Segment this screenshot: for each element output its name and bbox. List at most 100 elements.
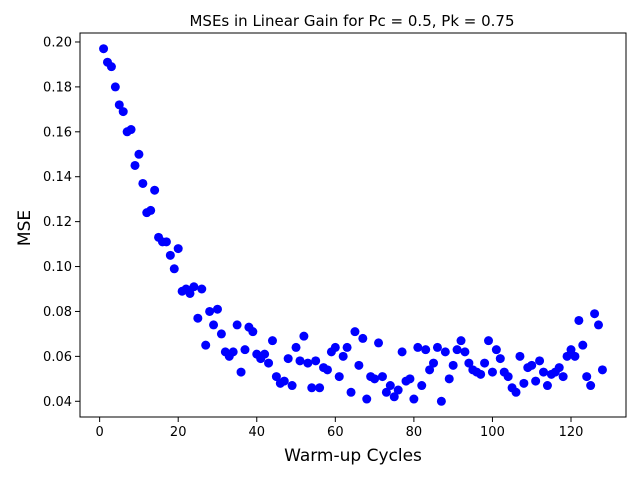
data-point — [385, 381, 395, 391]
data-point — [291, 342, 301, 352]
data-point — [271, 372, 281, 382]
data-point — [197, 284, 207, 294]
data-point — [295, 356, 305, 366]
data-point — [460, 347, 470, 357]
data-point — [597, 365, 607, 375]
data-point — [381, 387, 391, 397]
data-point — [377, 372, 387, 382]
data-point — [216, 329, 226, 339]
data-point — [570, 351, 580, 361]
data-point — [586, 381, 596, 391]
data-point — [264, 358, 274, 368]
data-point — [212, 304, 222, 314]
data-point — [334, 372, 344, 382]
data-point — [110, 82, 120, 92]
data-point — [558, 372, 568, 382]
y-tick-label: 0.12 — [43, 215, 72, 230]
data-point — [535, 356, 545, 366]
data-point — [527, 360, 537, 370]
data-point — [169, 264, 179, 274]
data-point — [342, 342, 352, 352]
data-point — [240, 345, 250, 355]
data-point — [539, 367, 549, 377]
data-point — [303, 358, 313, 368]
data-point — [248, 327, 258, 337]
data-point — [338, 351, 348, 361]
data-point — [448, 360, 458, 370]
data-point — [409, 394, 419, 404]
data-point — [299, 331, 309, 341]
data-point — [287, 381, 297, 391]
data-point — [358, 333, 368, 343]
y-tick-label: 0.20 — [43, 35, 72, 50]
data-point — [126, 125, 136, 135]
data-point — [134, 149, 144, 159]
data-point — [429, 358, 439, 368]
data-point — [173, 244, 183, 254]
data-point — [311, 356, 321, 366]
x-tick-label: 120 — [559, 425, 584, 440]
data-point — [279, 376, 289, 386]
plot-frame — [79, 32, 627, 418]
y-tick-label: 0.04 — [43, 395, 72, 410]
data-point — [421, 345, 431, 355]
x-tick-label: 40 — [248, 425, 265, 440]
data-point — [578, 340, 588, 350]
data-point — [260, 349, 270, 359]
data-point — [519, 378, 529, 388]
y-axis-label: MSE — [15, 210, 35, 246]
data-point — [464, 358, 474, 368]
data-point — [165, 250, 175, 260]
data-point — [590, 309, 600, 319]
data-point — [205, 306, 215, 316]
data-point — [436, 396, 446, 406]
data-point — [480, 358, 490, 368]
y-tick-label: 0.08 — [43, 305, 72, 320]
x-tick-label: 80 — [406, 425, 423, 440]
data-point — [346, 387, 356, 397]
data-point — [322, 365, 332, 375]
data-point — [267, 336, 277, 346]
data-point — [456, 336, 466, 346]
y-tick-label: 0.14 — [43, 170, 72, 185]
chart-title: MSEs in Linear Gain for Pc = 0.5, Pk = 0… — [189, 12, 514, 30]
data-point — [370, 374, 380, 384]
data-point — [189, 282, 199, 292]
data-point — [228, 347, 238, 357]
data-point — [413, 342, 423, 352]
data-point — [138, 178, 148, 188]
y-tick-label: 0.18 — [43, 80, 72, 95]
x-axis-label: Warm-up Cycles — [284, 446, 422, 466]
data-point — [562, 351, 572, 361]
data-point — [476, 369, 486, 379]
data-point — [566, 345, 576, 355]
data-point — [405, 374, 415, 384]
x-tick-label: 0 — [95, 425, 103, 440]
data-point — [99, 44, 109, 54]
data-point — [283, 354, 293, 364]
data-point — [236, 367, 246, 377]
data-point — [515, 351, 525, 361]
data-point — [487, 367, 497, 377]
data-point — [374, 338, 384, 348]
data-point — [315, 383, 325, 393]
data-point — [594, 320, 604, 330]
data-point — [201, 340, 211, 350]
data-point — [393, 385, 403, 395]
data-point — [542, 381, 552, 391]
x-tick-label: 20 — [170, 425, 187, 440]
data-point — [209, 320, 219, 330]
data-points — [99, 44, 607, 406]
data-point — [491, 345, 501, 355]
data-point — [554, 363, 564, 373]
data-point — [354, 360, 364, 370]
data-point — [106, 62, 116, 72]
data-point — [397, 347, 407, 357]
data-point — [185, 288, 195, 298]
data-point — [161, 237, 171, 247]
data-point — [495, 354, 505, 364]
data-point — [444, 374, 454, 384]
y-tick-label: 0.06 — [43, 350, 72, 365]
data-point — [350, 327, 360, 337]
axis-ticks: 0 20 40 60 80 100 120 0.04 0.06 0.08 0.10 0.12 0.14 0… — [43, 35, 583, 440]
